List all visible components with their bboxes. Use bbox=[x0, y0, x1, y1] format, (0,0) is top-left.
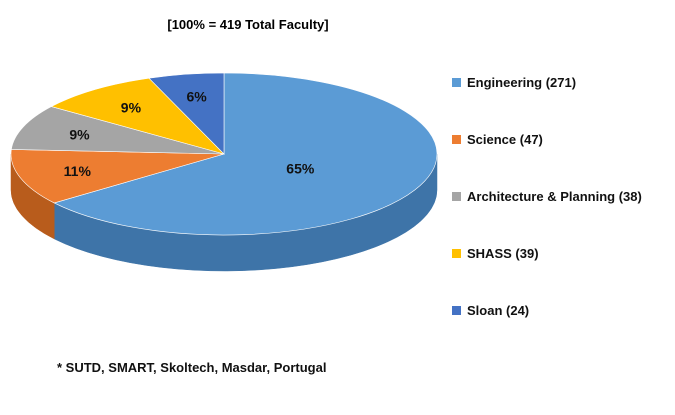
legend-swatch-sloan bbox=[452, 306, 461, 315]
legend-label-architecture-and-planning: Architecture & Planning (38) bbox=[467, 189, 642, 204]
percent-label-science: 11% bbox=[64, 163, 92, 179]
slice-engineering bbox=[53, 72, 438, 236]
footnote: * SUTD, SMART, Skoltech, Masdar, Portuga… bbox=[57, 360, 326, 375]
pie-percent-labels: 65% 11% 9% 9% 6% bbox=[64, 89, 315, 179]
chart-title: [100% = 419 Total Faculty] bbox=[167, 17, 328, 32]
slice-shass bbox=[50, 77, 226, 155]
slice-science bbox=[10, 149, 225, 204]
legend-swatch-shass bbox=[452, 249, 461, 258]
legend-label-engineering: Engineering (271) bbox=[467, 75, 576, 90]
legend: Engineering (271) Science (47) Architectur… bbox=[452, 75, 642, 318]
legend-label-science: Science (47) bbox=[467, 132, 543, 147]
percent-label-engineering: 65% bbox=[286, 160, 315, 176]
slice-architecture-and-planning bbox=[10, 106, 225, 155]
slice-sloan bbox=[148, 72, 225, 155]
percent-label-shass: 9% bbox=[121, 100, 142, 116]
percent-label-architecture-and-planning: 9% bbox=[69, 127, 90, 143]
pie-slices bbox=[10, 72, 438, 236]
legend-label-sloan: Sloan (24) bbox=[467, 303, 529, 318]
legend-swatch-science bbox=[452, 135, 461, 144]
legend-swatch-architecture-and-planning bbox=[452, 192, 461, 201]
legend-label-shass: SHASS (39) bbox=[467, 246, 539, 261]
percent-label-sloan: 6% bbox=[186, 89, 207, 105]
legend-swatch-engineering bbox=[452, 78, 461, 87]
